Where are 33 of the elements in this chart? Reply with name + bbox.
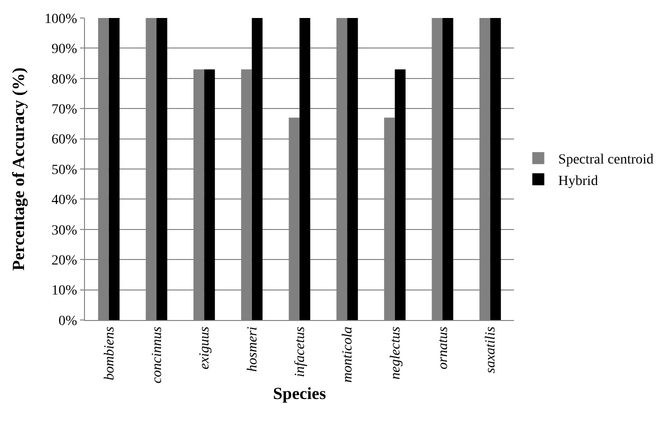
y-tick-label: 50% <box>52 162 78 178</box>
x-tick-label: neglectus <box>388 326 404 380</box>
x-tick-label: concinnus <box>150 326 166 384</box>
bar <box>347 18 358 320</box>
bar <box>300 18 310 320</box>
x-tick-label: infacetus <box>293 326 308 378</box>
x-tick-label: hosmeri <box>245 326 260 372</box>
y-tick-label: 60% <box>52 132 78 148</box>
legend-label: Spectral centroid <box>558 152 654 168</box>
x-tick-label: bombiens <box>102 326 118 380</box>
y-tick-label: 20% <box>52 254 78 268</box>
legend-label: Hybrid <box>558 174 598 189</box>
bar <box>490 18 501 320</box>
x-tick-label: saxatilis <box>484 326 499 374</box>
y-tick-label: 70% <box>52 102 78 118</box>
x-tick-label: exiguus <box>198 326 213 370</box>
y-tick-label: 0% <box>58 314 78 329</box>
y-tick-label: 100% <box>44 12 78 27</box>
bar <box>442 18 454 320</box>
y-axis-title: Percentage of Accuracy (%) <box>9 67 28 271</box>
y-tick-label: 90% <box>52 42 78 58</box>
bar <box>156 18 168 320</box>
x-axis-title: Species <box>273 384 326 403</box>
y-tick-label: 10% <box>52 284 78 299</box>
y-tick-label: 80% <box>52 72 78 88</box>
y-tick-label: 30% <box>52 223 78 238</box>
bar <box>204 69 215 320</box>
y-tick-label: 40% <box>52 193 78 208</box>
bar <box>252 18 263 320</box>
x-tick-label: monticola <box>340 326 356 383</box>
x-tick-label: ornatus <box>436 326 452 370</box>
bar <box>394 69 406 320</box>
bar <box>108 18 120 320</box>
